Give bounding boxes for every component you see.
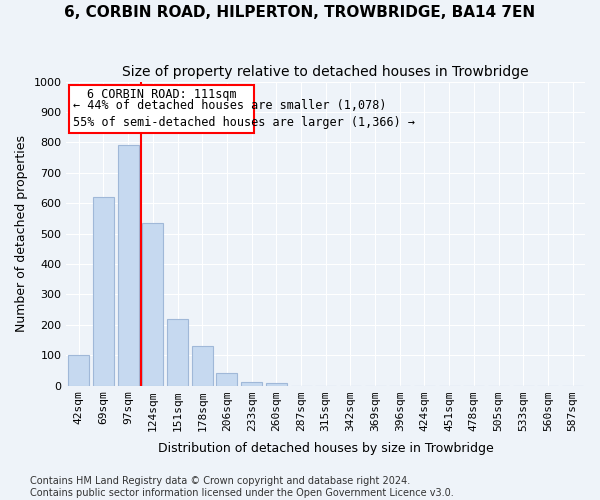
X-axis label: Distribution of detached houses by size in Trowbridge: Distribution of detached houses by size … — [158, 442, 494, 455]
Text: Contains HM Land Registry data © Crown copyright and database right 2024.
Contai: Contains HM Land Registry data © Crown c… — [30, 476, 454, 498]
Bar — [192, 346, 213, 386]
Bar — [142, 223, 163, 386]
Bar — [167, 318, 188, 386]
Text: 6, CORBIN ROAD, HILPERTON, TROWBRIDGE, BA14 7EN: 6, CORBIN ROAD, HILPERTON, TROWBRIDGE, B… — [64, 5, 536, 20]
Bar — [93, 197, 114, 386]
Bar — [68, 355, 89, 386]
FancyBboxPatch shape — [69, 84, 254, 133]
Title: Size of property relative to detached houses in Trowbridge: Size of property relative to detached ho… — [122, 65, 529, 79]
Text: 6 CORBIN ROAD: 111sqm: 6 CORBIN ROAD: 111sqm — [86, 88, 236, 101]
Bar — [118, 146, 139, 386]
Text: ← 44% of detached houses are smaller (1,078): ← 44% of detached houses are smaller (1,… — [73, 98, 386, 112]
Y-axis label: Number of detached properties: Number of detached properties — [15, 135, 28, 332]
Text: 55% of semi-detached houses are larger (1,366) →: 55% of semi-detached houses are larger (… — [73, 116, 415, 129]
Bar — [266, 383, 287, 386]
Bar — [217, 373, 238, 386]
Bar — [241, 382, 262, 386]
